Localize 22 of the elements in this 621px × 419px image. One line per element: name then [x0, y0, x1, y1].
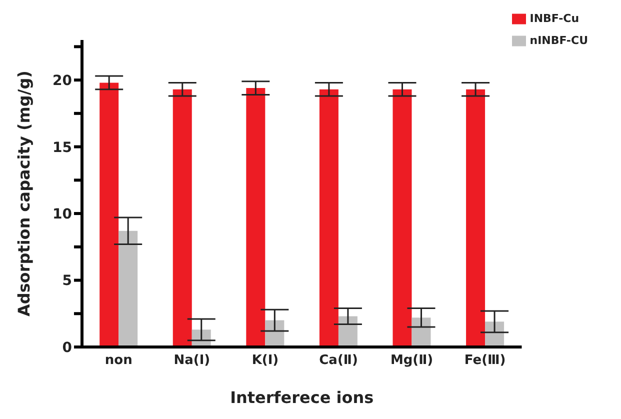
bar [100, 82, 119, 347]
bar [319, 89, 338, 347]
y-tick-label: 10 [52, 206, 72, 222]
bar [246, 88, 266, 347]
x-tick-label: Fe(Ⅲ) [464, 353, 506, 368]
y-tick-label: 5 [62, 273, 72, 290]
bar [466, 89, 486, 347]
legend-label: nINBF-CU [530, 34, 588, 47]
bar [118, 230, 138, 347]
bar [392, 89, 412, 347]
legend-label: INBF-Cu [530, 12, 580, 25]
y-tick-label: 15 [52, 140, 72, 156]
x-axis-title: Interferece ions [230, 388, 374, 407]
x-tick-label: K(Ⅰ) [252, 353, 279, 368]
y-axis-title: Adsorption capacity (mg/g) [14, 70, 34, 316]
x-tick-label: Ca(Ⅱ) [319, 353, 358, 368]
x-tick-label: non [104, 353, 132, 368]
x-tick-label: Mg(Ⅱ) [390, 353, 434, 368]
y-tick-label: 20 [52, 73, 72, 90]
y-tick-label: 0 [62, 340, 72, 356]
bar [172, 89, 192, 347]
x-tick-label: Na(Ⅰ) [174, 353, 210, 368]
